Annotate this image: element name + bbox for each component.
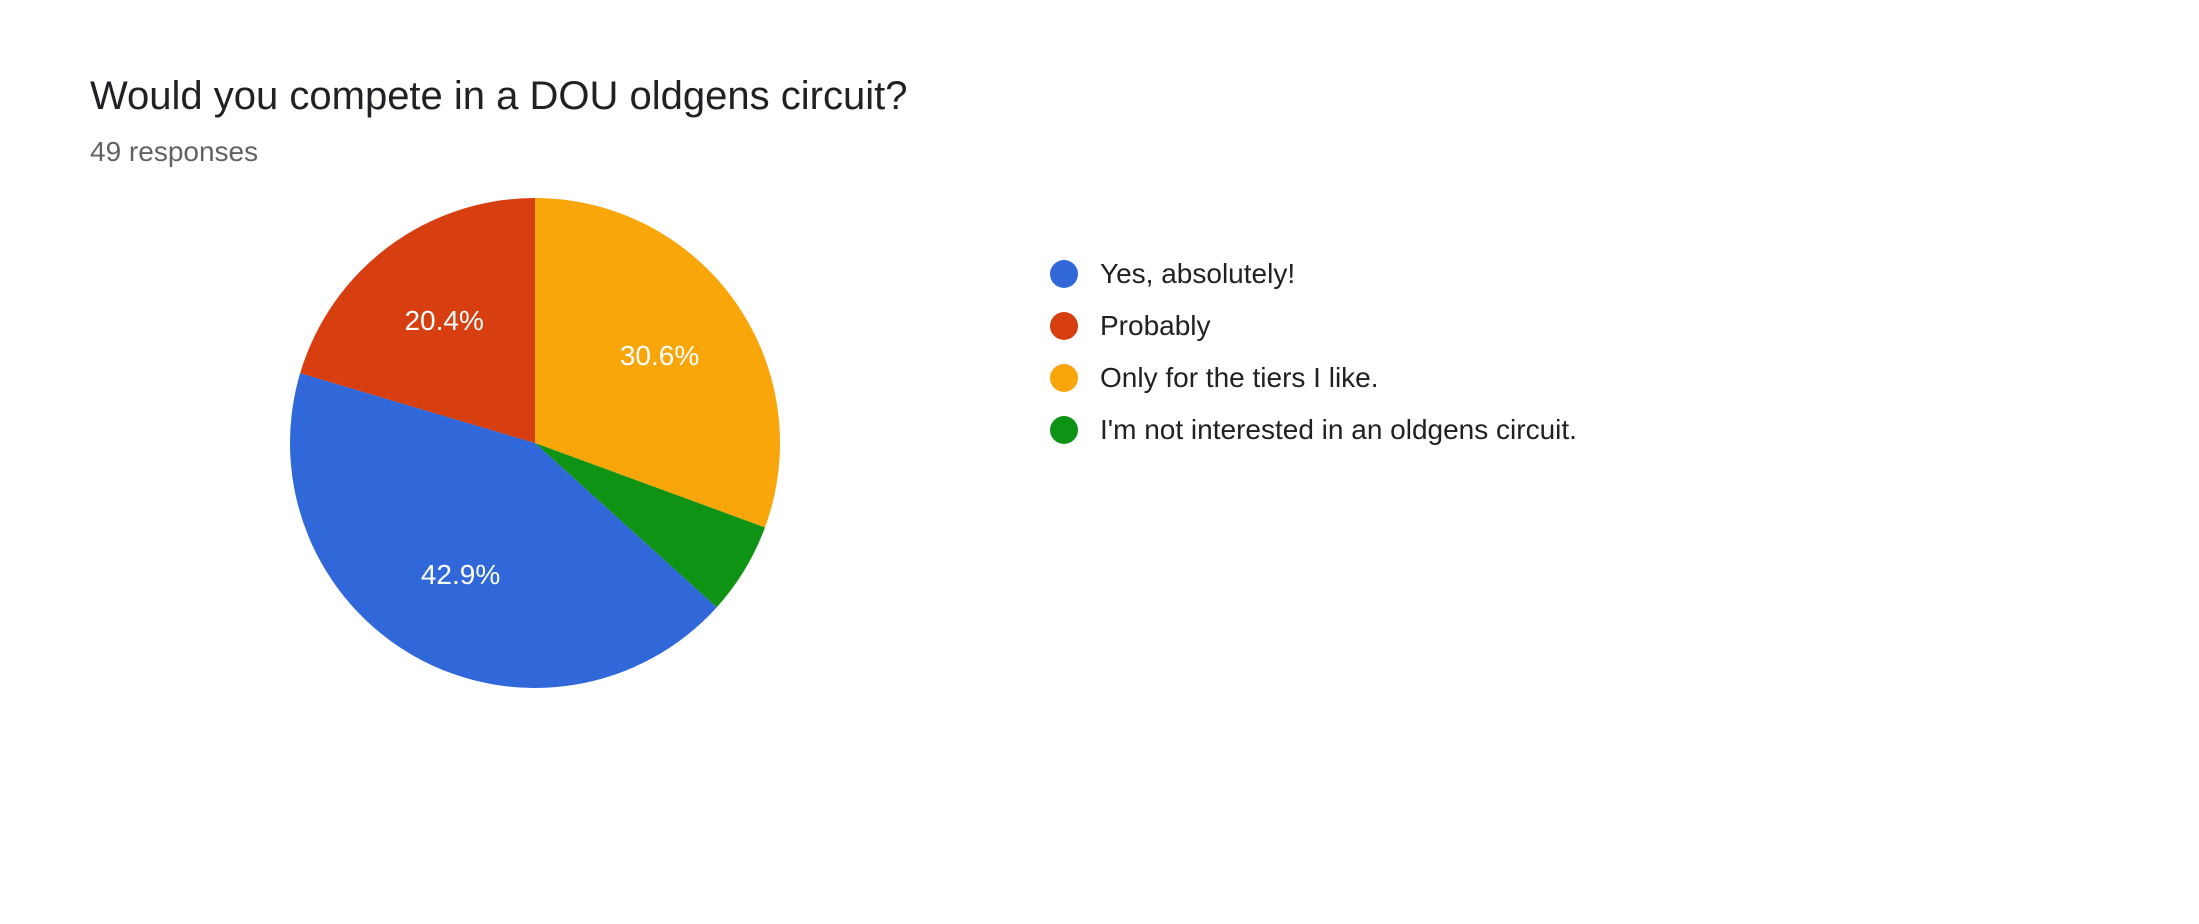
- chart-title: Would you compete in a DOU oldgens circu…: [90, 72, 2199, 120]
- legend-item[interactable]: Yes, absolutely!: [1050, 258, 1577, 290]
- legend-swatch: [1050, 416, 1078, 444]
- chart-card: Would you compete in a DOU oldgens circu…: [0, 0, 2199, 924]
- legend-label: Yes, absolutely!: [1100, 258, 1295, 290]
- legend-swatch: [1050, 364, 1078, 392]
- response-count: 49 responses: [90, 136, 2199, 168]
- legend-item[interactable]: Only for the tiers I like.: [1050, 362, 1577, 394]
- chart-body: 30.6%42.9%20.4% Yes, absolutely! Probably…: [90, 198, 2199, 688]
- pie-cell: 30.6%42.9%20.4%: [90, 198, 980, 688]
- legend-item[interactable]: I'm not interested in an oldgens circuit…: [1050, 414, 1577, 446]
- legend-label: Only for the tiers I like.: [1100, 362, 1379, 394]
- legend-label: I'm not interested in an oldgens circuit…: [1100, 414, 1577, 446]
- legend: Yes, absolutely! Probably Only for the tie…: [1050, 258, 1577, 466]
- pie-holder: 30.6%42.9%20.4%: [290, 198, 780, 688]
- legend-swatch: [1050, 260, 1078, 288]
- legend-label: Probably: [1100, 310, 1211, 342]
- legend-swatch: [1050, 312, 1078, 340]
- legend-item[interactable]: Probably: [1050, 310, 1577, 342]
- pie-chart: [290, 198, 780, 688]
